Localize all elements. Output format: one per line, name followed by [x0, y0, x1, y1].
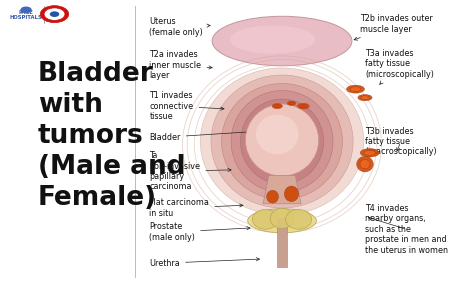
- Text: Bladder
with
tumors
(Male and
Female): Bladder with tumors (Male and Female): [38, 61, 185, 211]
- Ellipse shape: [211, 75, 353, 208]
- Polygon shape: [263, 175, 301, 204]
- Ellipse shape: [274, 104, 281, 108]
- Text: Ta
non-invasive
papillary
carcinoma: Ta non-invasive papillary carcinoma: [149, 151, 231, 191]
- Text: T3a invades
fatty tissue
(microscopically): T3a invades fatty tissue (microscopicall…: [365, 49, 434, 84]
- Ellipse shape: [350, 87, 361, 91]
- Ellipse shape: [231, 91, 333, 192]
- Circle shape: [44, 8, 65, 20]
- Text: Uterus
(female only): Uterus (female only): [149, 17, 210, 37]
- Bar: [277, 218, 287, 267]
- Ellipse shape: [252, 209, 279, 229]
- Text: T4 invades
nearby organs,
such as the
prostate in men and
the uterus in women: T4 invades nearby organs, such as the pr…: [365, 204, 448, 254]
- Ellipse shape: [346, 85, 365, 93]
- Ellipse shape: [230, 25, 315, 54]
- Ellipse shape: [256, 115, 299, 154]
- Text: Urethra: Urethra: [149, 258, 260, 268]
- Circle shape: [40, 6, 69, 23]
- Ellipse shape: [266, 190, 278, 203]
- Ellipse shape: [360, 160, 370, 169]
- Circle shape: [20, 7, 32, 13]
- Ellipse shape: [200, 68, 364, 215]
- Text: Flat carcinoma
in situ: Flat carcinoma in situ: [149, 198, 243, 218]
- Text: T2b invades outer
muscle layer: T2b invades outer muscle layer: [354, 14, 433, 40]
- Ellipse shape: [285, 209, 312, 229]
- Ellipse shape: [364, 150, 375, 155]
- Circle shape: [50, 11, 59, 17]
- Text: Bladder: Bladder: [149, 130, 250, 142]
- Text: T1 invades
connective
tissue: T1 invades connective tissue: [149, 91, 224, 121]
- Ellipse shape: [240, 99, 323, 184]
- Ellipse shape: [247, 209, 316, 233]
- Ellipse shape: [297, 103, 309, 109]
- Text: PACE
HOSPITALS: PACE HOSPITALS: [9, 10, 43, 20]
- Ellipse shape: [284, 186, 299, 201]
- Ellipse shape: [289, 102, 294, 105]
- Ellipse shape: [221, 83, 342, 200]
- Text: T2a invades
inner muscle
layer: T2a invades inner muscle layer: [149, 50, 212, 80]
- Ellipse shape: [270, 208, 294, 229]
- Ellipse shape: [361, 96, 369, 100]
- Ellipse shape: [358, 95, 372, 101]
- Ellipse shape: [212, 16, 352, 66]
- Text: T3b invades
fatty tissue
(macroscopically): T3b invades fatty tissue (macroscopicall…: [365, 127, 437, 156]
- Ellipse shape: [360, 149, 379, 157]
- Ellipse shape: [245, 104, 319, 176]
- Text: Prostate
(male only): Prostate (male only): [149, 222, 250, 242]
- Ellipse shape: [272, 104, 283, 109]
- Ellipse shape: [287, 101, 296, 105]
- Ellipse shape: [356, 156, 374, 172]
- Ellipse shape: [300, 104, 307, 108]
